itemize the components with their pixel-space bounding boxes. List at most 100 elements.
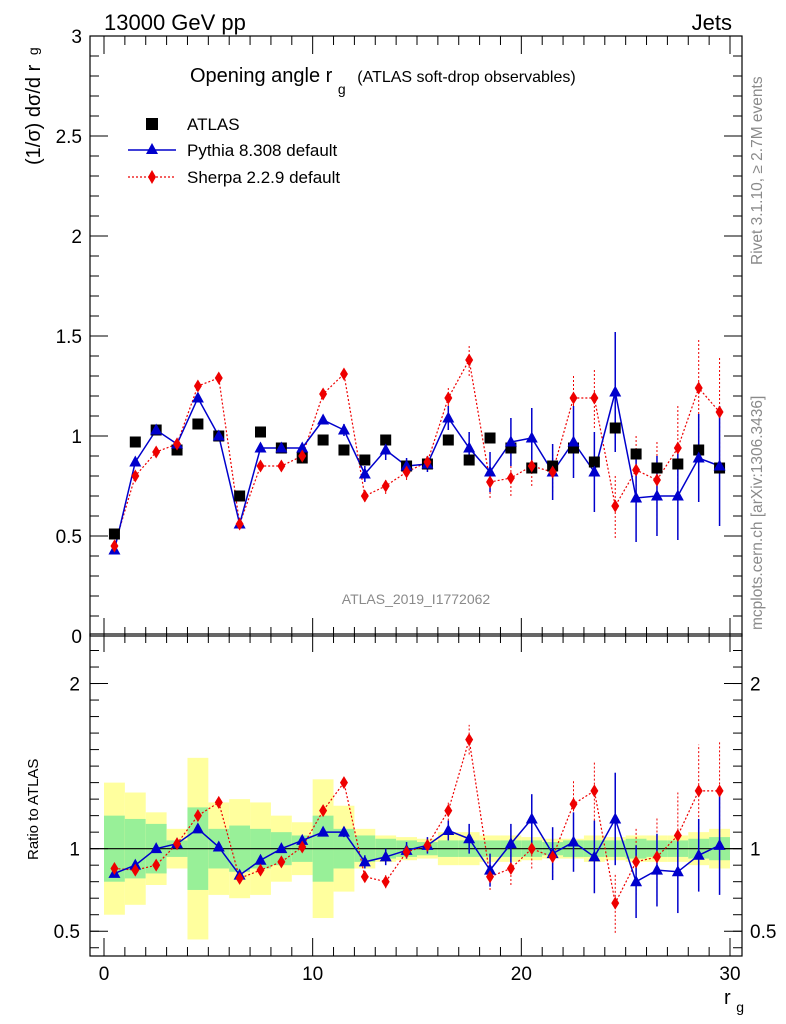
atlas-point (630, 448, 642, 460)
ratio-y-tick-label-right: 1 (750, 840, 761, 861)
ratio-y-tick-label-right: 0.5 (750, 922, 776, 943)
ratio-pythia-point (442, 824, 455, 836)
ratio-pythia-point (337, 825, 350, 837)
legend: ATLAS Pythia 8.308 default Sherpa 2.2.9 … (128, 115, 340, 187)
ratio-pythia-point (525, 812, 538, 824)
ratio-pythia-point (191, 822, 204, 834)
pythia-point (358, 467, 371, 479)
ratio-sherpa-point (402, 845, 411, 859)
pythia-point (150, 423, 163, 435)
ratio-sherpa-point (548, 850, 557, 864)
ratio-sherpa-point (444, 804, 453, 818)
ratio-y-axis-label: Ratio to ATLAS (25, 759, 42, 860)
ratio-sherpa-point (715, 784, 724, 798)
x-axis-label-subscript: g (736, 999, 744, 1015)
x-tick-label: 20 (511, 964, 532, 985)
pythia-point (650, 489, 663, 501)
sherpa-point (277, 459, 286, 473)
pythia-point (212, 429, 225, 441)
sherpa-point (611, 499, 620, 513)
ratio-sherpa-point (360, 870, 369, 884)
atlas-point (129, 436, 141, 448)
atlas-point (693, 444, 705, 456)
ratio-sherpa-point (506, 861, 515, 875)
ratio-pythia-point (484, 863, 497, 875)
ratio-pythia-point (650, 863, 663, 875)
ratio-y-tick-label: 2 (69, 675, 80, 696)
ratio-sherpa-point (694, 784, 703, 798)
pythia-point (692, 451, 705, 463)
atlas-point (505, 442, 517, 454)
pythia-point (254, 441, 267, 453)
chart-title: Opening angle r g (ATLAS soft-drop obser… (190, 65, 576, 99)
atlas-point (234, 490, 246, 502)
ratio-pythia-point (296, 833, 309, 845)
atlas-point (672, 458, 684, 470)
chart-title-subscript: g (338, 81, 346, 97)
pythia-point (379, 443, 392, 455)
sherpa-point (339, 367, 348, 381)
sherpa-point (256, 459, 265, 473)
atlas-point (108, 528, 120, 540)
pythia-point (129, 455, 142, 467)
pythia-point (337, 423, 350, 435)
ratio-sherpa-point (673, 828, 682, 842)
atlas-point (609, 422, 621, 434)
sherpa-point (235, 517, 244, 531)
ratio-plot-frame (89, 633, 743, 957)
header-energy-label: 13000 GeV pp (104, 10, 246, 35)
sherpa-line (113, 358, 721, 547)
ratio-plot-marks (108, 724, 726, 933)
ratio-sherpa-point (381, 875, 390, 889)
ratio-pythia-point (504, 837, 517, 849)
atlas-point (588, 456, 600, 468)
x-tick-label: 0 (99, 964, 110, 985)
rivet-version-label: Rivet 3.1.10, ≥ 2.7M events (749, 76, 766, 265)
y-tick-label: 2.5 (56, 127, 82, 148)
legend-label-sherpa: Sherpa 2.2.9 default (187, 168, 340, 187)
chart-title-main: Opening angle r (190, 65, 333, 87)
atlas-point (484, 432, 496, 444)
ratio-sherpa-point (235, 871, 244, 885)
sherpa-point (548, 465, 557, 479)
pythia-line (113, 391, 720, 551)
ratio-sherpa-point (652, 850, 661, 864)
y-tick-label: 0.5 (56, 527, 82, 548)
ratio-pythia-point (567, 835, 580, 847)
pythia-point (317, 413, 330, 425)
ratio-pythia-point (379, 850, 392, 862)
analysis-id-label: ATLAS_2019_I1772062 (342, 591, 491, 607)
atlas-point (380, 434, 392, 446)
ratio-sherpa-point (527, 842, 536, 856)
pythia-point (525, 431, 538, 443)
sherpa-point (173, 437, 182, 451)
ratio-sherpa-point (256, 863, 265, 877)
atlas-point (651, 462, 663, 474)
ratio-sherpa-point (214, 795, 223, 809)
mcplots-reference-label: mcplots.cern.ch [arXiv:1306.3436] (749, 396, 766, 630)
y-tick-label: 0 (71, 627, 82, 648)
atlas-point (192, 418, 204, 430)
pythia-point (671, 489, 684, 501)
sherpa-point (319, 387, 328, 401)
ratio-pythia-line (114, 817, 720, 883)
atlas-point (338, 444, 350, 456)
ratio-y-tick-label: 0.5 (54, 922, 80, 943)
x-axis-label-main: r (724, 987, 731, 1009)
pythia-point (484, 465, 497, 477)
main-panel: 0 0.5 1 1.5 2 2.5 3 (56, 27, 743, 648)
sherpa-point (381, 479, 390, 493)
ratio-pythia-point (588, 850, 601, 862)
y-axis-label-main: (1/σ) dσ/d r (23, 64, 45, 165)
sherpa-point (298, 449, 307, 463)
sherpa-point (131, 469, 140, 483)
sherpa-point (527, 459, 536, 473)
ratio-pythia-point (317, 825, 330, 837)
sherpa-point (590, 391, 599, 405)
pythia-point (504, 435, 517, 447)
legend-label-atlas: ATLAS (187, 115, 240, 134)
ratio-sherpa-line (114, 739, 720, 906)
sherpa-point (673, 441, 682, 455)
